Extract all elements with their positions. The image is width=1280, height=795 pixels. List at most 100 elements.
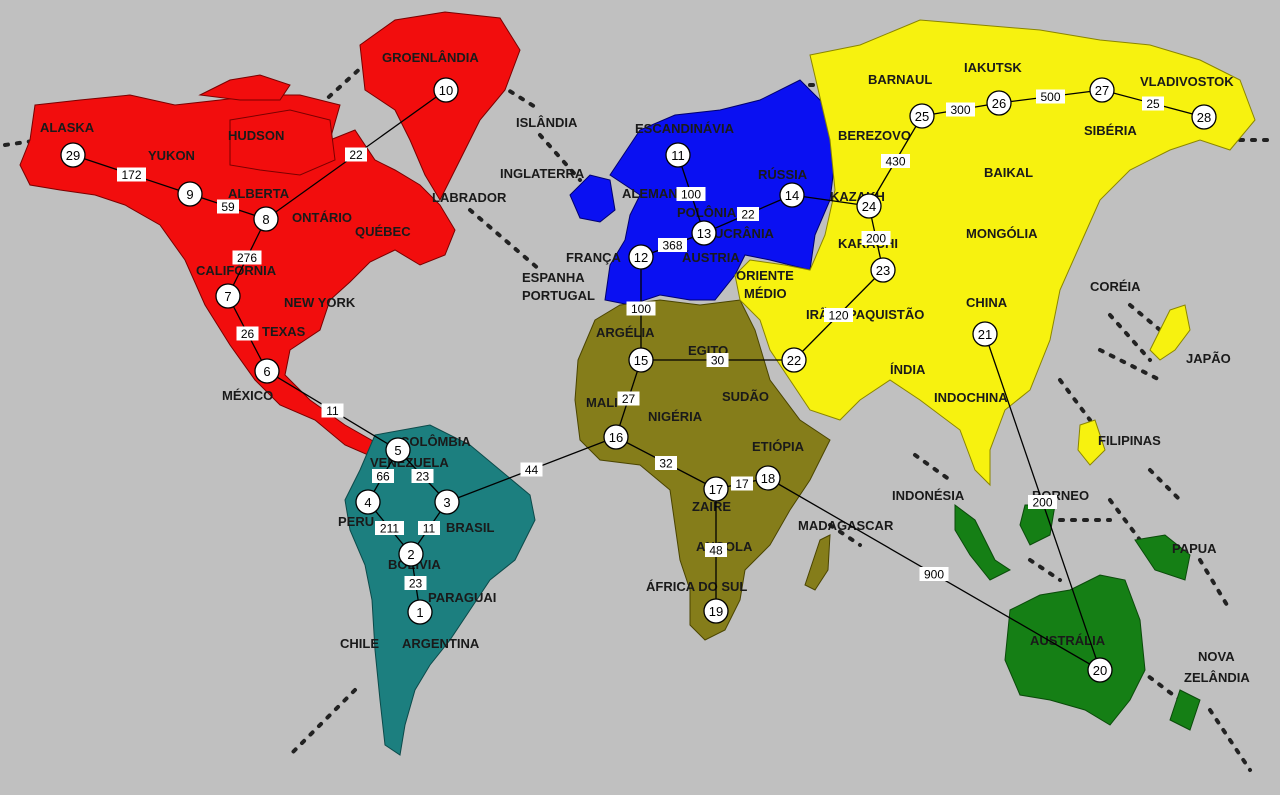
route-node-12: 12	[628, 244, 654, 270]
route-weight-box	[737, 207, 759, 221]
territory-label-madagascar: MADAGASCAR	[798, 518, 894, 533]
sea-route	[288, 688, 357, 757]
route-weight-text: 48	[709, 544, 723, 558]
route-node-circle	[703, 476, 729, 502]
route-weight-box	[321, 403, 344, 418]
route-node-label: 2	[407, 547, 414, 562]
route-node-circle	[215, 283, 241, 309]
route-weight-box	[705, 543, 727, 557]
territory-label-alberta: ALBERTA	[228, 186, 290, 201]
route-node-label: 6	[263, 364, 270, 379]
route-weight-box	[1036, 89, 1065, 104]
route-weight-text: 30	[711, 354, 725, 368]
route-weight-box	[1028, 495, 1057, 509]
territory-label-islandia: ISLÂNDIA	[516, 115, 578, 130]
route-node-label: 19	[709, 604, 723, 619]
route-weight-text: 11	[423, 522, 436, 536]
route-node-circle	[665, 142, 691, 168]
route-weight-text: 120	[828, 309, 848, 323]
greenland-landmass	[359, 11, 521, 202]
route-node-circle	[603, 424, 629, 450]
territory-label-alaska: ALASKA	[40, 120, 95, 135]
territory-label-mali: MALI	[586, 395, 618, 410]
route-node-label: 17	[709, 482, 723, 497]
japan-island	[1149, 304, 1191, 361]
sumatra-island	[954, 504, 1011, 581]
territory-label-vladivostok: VLADIVOSTOK	[1140, 74, 1234, 89]
territory-label-zaire: ZAIRE	[692, 499, 731, 514]
arctic-islands	[198, 74, 291, 101]
asia-landmass	[734, 19, 1256, 487]
new-zealand-islands	[1169, 689, 1201, 731]
territory-label-mongolia: MONGÓLIA	[966, 226, 1038, 241]
route-node-label: 15	[634, 353, 648, 368]
sea-route	[538, 133, 582, 182]
route-node-10: 10	[433, 77, 459, 103]
territory-label-yukon: YUKON	[148, 148, 195, 163]
route-node-circle	[779, 182, 805, 208]
territory-label-papua: PAPUA	[1172, 541, 1217, 556]
route-weight-box	[617, 391, 640, 406]
territory-label-nova-zelandia-1: NOVA	[1198, 649, 1235, 664]
route-node-circle	[254, 358, 280, 384]
route-node-label: 1	[416, 605, 423, 620]
route-node-7: 7	[215, 283, 241, 309]
territory-label-sudao: SUDÃO	[722, 389, 769, 404]
route-nodes: 1234567891011121314151617181920212223242…	[60, 77, 1217, 683]
territory-label-filipinas: FILIPINAS	[1098, 433, 1161, 448]
route-node-16: 16	[603, 424, 629, 450]
territory-label-hudson: HUDSON	[228, 128, 284, 143]
territory-label-groenlandia: GROENLÂNDIA	[382, 50, 479, 65]
route-node-circle	[60, 142, 86, 168]
route-node-label: 24	[862, 199, 876, 214]
route-weight-text: 100	[631, 302, 651, 316]
route-weight-label: 44	[520, 462, 543, 477]
route-weight-box	[731, 476, 753, 491]
route-node-label: 13	[697, 226, 711, 241]
route-weight-text: 32	[659, 457, 673, 471]
route-weight-label: 23	[404, 576, 427, 591]
territory-label-california: CALIFÓRNIA	[196, 263, 277, 278]
route-weight-label: 500	[1036, 89, 1065, 104]
territory-label-indochina: INDOCHINA	[934, 390, 1008, 405]
territory-label-russia: RÚSSIA	[758, 167, 808, 182]
route-weight-label: 11	[321, 403, 344, 418]
route-node-label: 21	[978, 327, 992, 342]
sea-route	[468, 208, 542, 272]
route-weight-box	[418, 521, 440, 535]
route-weight-box	[706, 353, 729, 367]
route-weight-box	[626, 301, 656, 316]
route-weight-box	[861, 231, 891, 245]
route-node-circle	[434, 489, 460, 515]
route-weight-box	[236, 326, 259, 341]
route-node-label: 10	[439, 83, 453, 98]
route-node-label: 18	[761, 471, 775, 486]
territory-label-polonia: POLÔNIA	[677, 205, 737, 220]
route-node-label: 22	[787, 353, 801, 368]
route-node-15: 15	[628, 347, 654, 373]
route-weight-label: 27	[617, 391, 640, 406]
sea-routes	[3, 53, 1277, 772]
sea-route	[913, 453, 952, 482]
territory-label-portugal: PORTUGAL	[522, 288, 595, 303]
route-node-circle	[1089, 77, 1115, 103]
route-node-circle	[177, 181, 203, 207]
route-weight-label: 300	[946, 102, 975, 117]
route-weight-label: 30	[706, 353, 729, 368]
route-node-circle	[398, 541, 424, 567]
territory-label-nova-zelandia-2: ZELÂNDIA	[1184, 670, 1250, 685]
madagascar-island	[804, 534, 831, 591]
route-weight-label: 22	[737, 207, 759, 222]
route-weight-text: 100	[681, 188, 701, 202]
route-node-circle	[433, 77, 459, 103]
route-weight-label: 23	[411, 469, 434, 484]
route-weight-text: 26	[241, 327, 255, 341]
territory-label-iakutsk: IAKUTSK	[964, 60, 1022, 75]
route-weight-label: 200	[1028, 495, 1057, 510]
route-weight-box	[1142, 96, 1164, 111]
route-node-label: 16	[609, 430, 623, 445]
route-node-label: 8	[262, 212, 269, 227]
route-weight-box	[919, 567, 949, 581]
sea-route	[1148, 468, 1182, 502]
